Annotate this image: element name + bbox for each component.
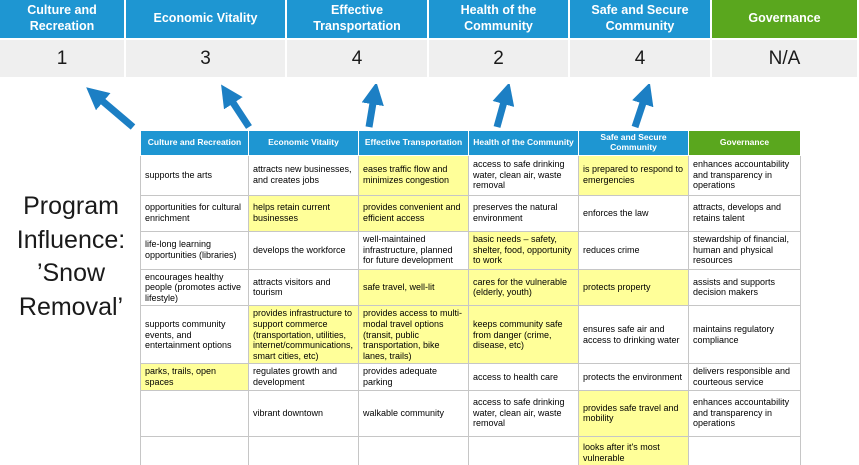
program-label-line: Program: [23, 192, 119, 220]
matrix-cell-r3-c4: basic needs – safety, shelter, food, opp…: [468, 230, 579, 270]
matrix-cell-r8-c3: [358, 435, 469, 465]
matrix-cell-r2-c6: attracts, develops and retains talent: [688, 194, 801, 232]
matrix-row-4: encourages healthy people (promotes acti…: [140, 268, 801, 307]
matrix-cell-r4-c3: safe travel, well-lit: [358, 268, 469, 307]
matrix-cell-r4-c5: protects property: [578, 268, 689, 307]
matrix-cell-r6-c5: protects the environment: [578, 363, 689, 391]
matrix-cell-r4-c2: attracts visitors and tourism: [248, 268, 359, 307]
matrix-cell-r7-c6: enhances accountability and transparency…: [688, 389, 801, 437]
matrix-row-7: vibrant downtown walkable community access…: [140, 389, 801, 437]
summary-score-economic-vitality: 3: [126, 40, 285, 77]
summary-score-health-of-the-community: 2: [429, 40, 568, 77]
matrix-cell-r1-c2: attracts new businesses, and creates job…: [248, 154, 359, 196]
matrix-cell-r3-c5: reduces crime: [578, 230, 689, 270]
influence-matrix-table: Culture and Recreation Economic Vitality E…: [140, 130, 801, 465]
matrix-header-effective-transportation: Effective Transportation: [358, 130, 469, 156]
matrix-cell-r1-c4: access to safe drinking water, clean air…: [468, 154, 579, 196]
program-label-line: Removal’: [18, 292, 124, 321]
matrix-cell-r7-c1: [140, 389, 249, 437]
up-arrow-icon-5: [631, 84, 654, 129]
summary-score-row: 1 3 4 2 4 N/A: [0, 40, 859, 77]
matrix-header-row: Culture and Recreation Economic Vitality E…: [140, 130, 801, 156]
summary-header-health-of-the-community: Health of the Community: [429, 0, 568, 38]
matrix-row-2: opportunities for cultural enrichment hel…: [140, 194, 801, 232]
matrix-cell-r8-c5: looks after it's most vulnerable: [578, 435, 689, 465]
summary-header-safe-and-secure-community: Safe and Secure Community: [570, 0, 710, 38]
matrix-cell-r1-c5: is prepared to respond to emergencies: [578, 154, 689, 196]
matrix-row-3: life-long learning opportunities (librar…: [140, 230, 801, 270]
matrix-cell-r8-c6: [688, 435, 801, 465]
program-influence-label: Program Influence: ’Snow Removal’: [0, 190, 142, 324]
matrix-cell-r6-c4: access to health care: [468, 363, 579, 391]
matrix-cell-r5-c2: provides infrastructure to support comme…: [248, 305, 359, 365]
matrix-header-culture-and-recreation: Culture and Recreation: [140, 130, 249, 156]
matrix-cell-r5-c1: supports community events, and entertain…: [140, 305, 249, 365]
matrix-cell-r7-c2: vibrant downtown: [248, 389, 359, 437]
matrix-header-economic-vitality: Economic Vitality: [248, 130, 359, 156]
matrix-cell-r4-c4: cares for the vulnerable (elderly, youth…: [468, 268, 579, 307]
program-label-line: Influence:: [16, 225, 126, 254]
matrix-cell-r5-c6: maintains regulatory compliance: [688, 305, 801, 365]
up-arrow-icon-2: [221, 84, 252, 129]
up-arrow-icon-4: [492, 84, 515, 128]
matrix-cell-r5-c5: ensures safe air and access to drinking …: [578, 305, 689, 365]
matrix-cell-r8-c4: [468, 435, 579, 465]
matrix-cell-r2-c2: helps retain current businesses: [248, 194, 359, 232]
matrix-cell-r2-c1: opportunities for cultural enrichment: [140, 194, 249, 232]
matrix-cell-r1-c6: enhances accountability and transparency…: [688, 154, 801, 196]
matrix-cell-r2-c5: enforces the law: [578, 194, 689, 232]
matrix-header-safe-and-secure-community: Safe and Secure Community: [578, 130, 689, 156]
up-arrow-icon-1: [86, 87, 136, 130]
program-label-line: ’Snow: [36, 259, 106, 287]
summary-header-governance: Governance: [712, 0, 857, 38]
summary-score-effective-transportation: 4: [287, 40, 427, 77]
matrix-cell-r6-c3: provides adequate parking: [358, 363, 469, 391]
matrix-cell-r6-c1: parks, trails, open spaces: [140, 363, 249, 391]
matrix-cell-r3-c1: life-long learning opportunities (librar…: [140, 230, 249, 270]
matrix-cell-r3-c3: well-maintained infrastructure, planned …: [358, 230, 469, 270]
matrix-cell-r8-c1: [140, 435, 249, 465]
matrix-cell-r5-c4: keeps community safe from danger (crime,…: [468, 305, 579, 365]
matrix-cell-r6-c6: delivers responsible and courteous servi…: [688, 363, 801, 391]
matrix-cell-r7-c5: provides safe travel and mobility: [578, 389, 689, 437]
matrix-cell-r5-c3: provides access to multi-modal travel op…: [358, 305, 469, 365]
matrix-cell-r2-c3: provides convenient and efficient access: [358, 194, 469, 232]
summary-score-safe-and-secure-community: 4: [570, 40, 710, 77]
matrix-cell-r7-c4: access to safe drinking water, clean air…: [468, 389, 579, 437]
matrix-cell-r3-c6: stewardship of financial, human and phys…: [688, 230, 801, 270]
matrix-cell-r2-c4: preserves the natural environment: [468, 194, 579, 232]
matrix-row-8: looks after it's most vulnerable: [140, 435, 801, 465]
matrix-cell-r4-c6: assists and supports decision makers: [688, 268, 801, 307]
matrix-cell-r8-c2: [248, 435, 359, 465]
matrix-header-governance: Governance: [688, 130, 801, 156]
summary-header-row: Culture and Recreation Economic Vitality E…: [0, 0, 859, 38]
matrix-cell-r4-c1: encourages healthy people (promotes acti…: [140, 268, 249, 307]
matrix-row-1: supports the arts attracts new businesses…: [140, 154, 801, 196]
matrix-cell-r1-c1: supports the arts: [140, 154, 249, 196]
matrix-row-6: parks, trails, open spaces regulates grow…: [140, 363, 801, 391]
matrix-row-5: supports community events, and entertain…: [140, 305, 801, 365]
summary-score-governance: N/A: [712, 40, 857, 77]
summary-header-effective-transportation: Effective Transportation: [287, 0, 427, 38]
summary-header-economic-vitality: Economic Vitality: [126, 0, 285, 38]
matrix-cell-r1-c3: eases traffic flow and minimizes congest…: [358, 154, 469, 196]
matrix-header-health-of-the-community: Health of the Community: [468, 130, 579, 156]
summary-header-culture-and-recreation: Culture and Recreation: [0, 0, 124, 38]
matrix-cell-r7-c3: walkable community: [358, 389, 469, 437]
summary-score-culture-and-recreation: 1: [0, 40, 124, 77]
up-arrow-icon-3: [361, 84, 384, 128]
matrix-cell-r6-c2: regulates growth and development: [248, 363, 359, 391]
arrows-overlay: [86, 84, 654, 130]
matrix-cell-r3-c2: develops the workforce: [248, 230, 359, 270]
